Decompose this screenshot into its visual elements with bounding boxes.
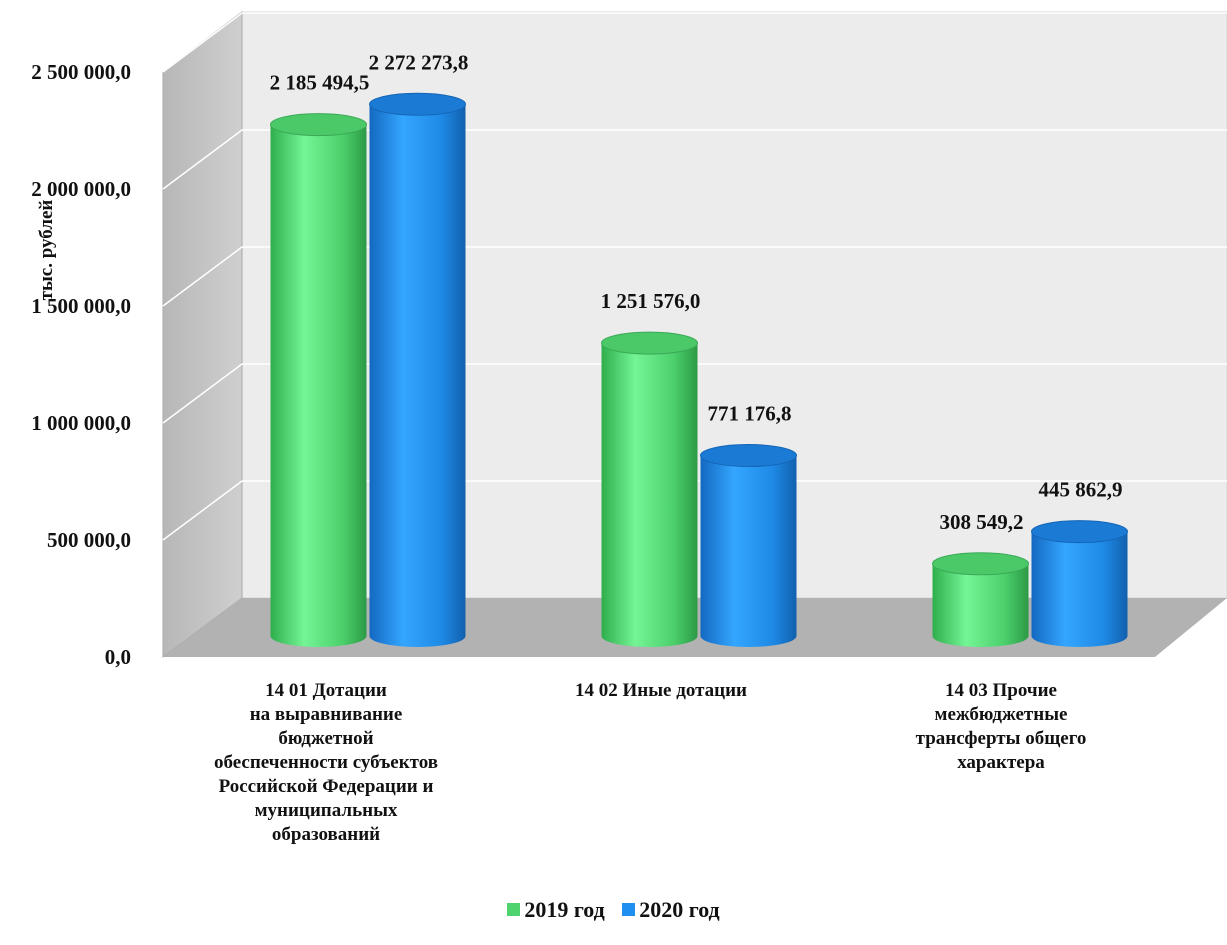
x-category-label-line: бюджетной (278, 728, 374, 749)
bar-top (270, 113, 367, 137)
y-tick-label: 2 000 000,0 (31, 177, 131, 201)
x-category-label-line: 14 02 Иные дотации (574, 680, 747, 701)
gridlines (162, 12, 1227, 541)
bar-top (1031, 520, 1128, 544)
gridline (162, 129, 1227, 190)
x-category-label-line: образований (271, 824, 381, 845)
x-category-label: 14 03 Прочие межбюджетные трансферты общег… (841, 679, 1161, 775)
data-label: 308 549,2 (940, 510, 1024, 534)
data-label: 2 272 273,8 (369, 50, 469, 74)
bar-top (700, 444, 797, 468)
data-label: 2 185 494,5 (270, 71, 370, 95)
bar-body (1031, 531, 1128, 647)
bar-2019-3 (932, 552, 1029, 647)
x-category-label-line: обеспеченности субъектов (213, 752, 439, 773)
y-axis-title: тыс. рублей (36, 200, 57, 301)
data-label: 445 862,9 (1039, 478, 1123, 502)
x-category-label-line: межбюджетные (934, 704, 1068, 725)
x-category-label: 14 01 Дотации на выравнивание бюджетной обе… (166, 679, 486, 847)
bars (270, 92, 1128, 647)
legend-item-2019: 2019 год (507, 896, 605, 923)
x-category-label-line: 14 03 Прочие (945, 680, 1057, 701)
legend-label-2019: 2019 год (524, 896, 605, 922)
y-tick-label: 0,0 (105, 645, 131, 669)
bar-top (601, 331, 698, 355)
side-wall (162, 10, 243, 658)
bar-body (932, 563, 1029, 647)
bar-body (369, 104, 466, 647)
y-axis-ticks: 0,0 500 000,0 1 000 000,0 1 500 000,0 2 000 … (31, 60, 131, 669)
bar-2020-3 (1031, 520, 1128, 647)
bar-2020-1 (369, 92, 466, 647)
bar-top (369, 92, 466, 116)
y-tick-label: 2 500 000,0 (31, 60, 131, 84)
legend-swatch-2019 (507, 903, 521, 916)
x-category-label-line: муниципальных (254, 800, 398, 821)
bar-2020-2 (700, 444, 797, 647)
x-category-label-line: на выравнивание (249, 704, 403, 725)
x-category-label-line: характера (957, 752, 1045, 773)
data-label: 771 176,8 (708, 402, 792, 426)
x-category-label-line: трансферты общего (915, 728, 1087, 749)
y-tick-label: 500 000,0 (47, 528, 131, 552)
data-label: 1 251 576,0 (601, 289, 701, 313)
gridline (162, 12, 1227, 73)
data-labels: 2 185 494,52 272 273,8 1 251 576,0 771 176… (270, 50, 1123, 534)
bar-body (601, 343, 698, 647)
y-tick-label: 1 500 000,0 (31, 294, 131, 318)
gridline (162, 480, 1227, 541)
gridline (162, 363, 1227, 424)
bar-body (700, 455, 797, 647)
x-category-label-line: Российской Федерации и (218, 776, 434, 797)
bar-2019-2 (601, 331, 698, 647)
legend-swatch-2020 (622, 903, 636, 916)
legend-label-2020: 2020 год (639, 896, 720, 922)
y-tick-label: 1 000 000,0 (31, 411, 131, 435)
gridline (162, 246, 1227, 307)
legend-item-2020: 2020 год (622, 896, 720, 923)
bar-top (932, 552, 1029, 576)
x-category-label: 14 02 Иные дотации (501, 679, 821, 703)
bar-2019-1 (270, 113, 367, 647)
bar-body (270, 124, 367, 647)
legend: 2019 год 2020 год (0, 896, 1227, 923)
x-category-label-line: 14 01 Дотации (265, 680, 387, 701)
